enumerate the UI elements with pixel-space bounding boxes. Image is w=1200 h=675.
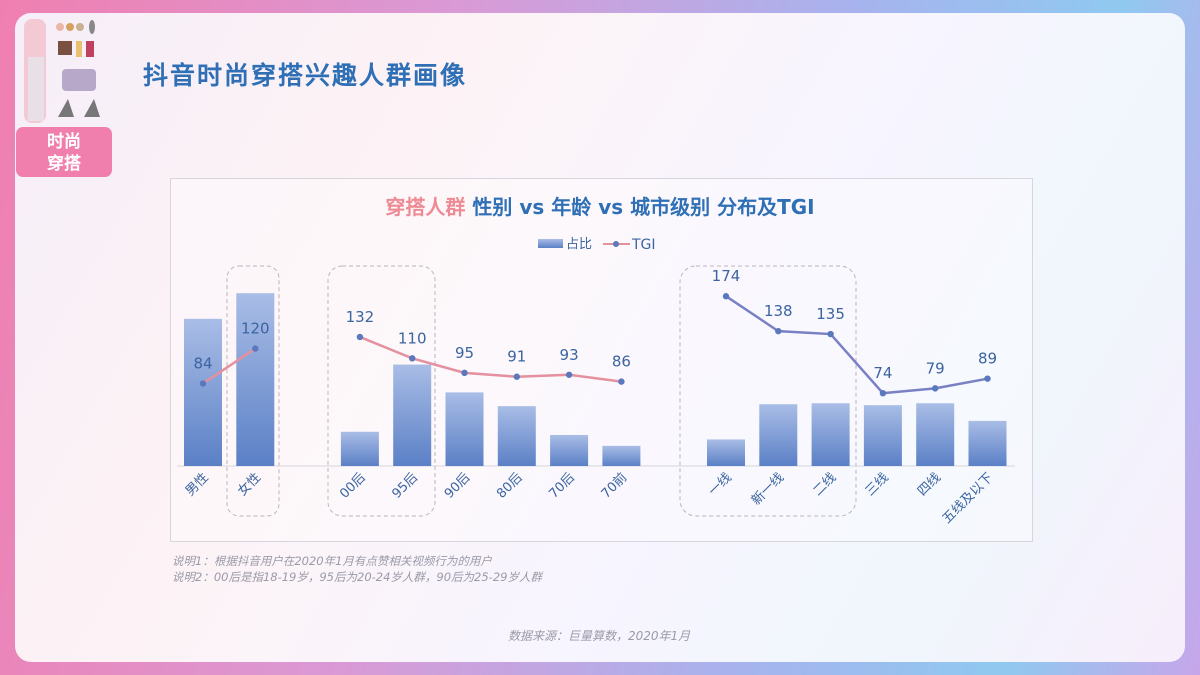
- tgi-point-70后: [565, 371, 573, 378]
- tgi-label-70前: 86: [612, 353, 631, 371]
- bar-70前: [602, 445, 641, 466]
- tgi-point-四线: [932, 385, 939, 392]
- tgi-label-90后: 95: [455, 344, 474, 362]
- x-tick-label: 70前: [598, 470, 630, 502]
- bar-新一线: [759, 404, 798, 466]
- tgi-point-90后: [461, 369, 468, 377]
- x-tick-label: 四线: [915, 470, 944, 499]
- x-tick-label: 五线及以下: [940, 470, 997, 527]
- tgi-point-男性: [199, 380, 207, 387]
- legend-line-marker: [613, 241, 619, 247]
- x-tick-label: 80后: [494, 470, 525, 501]
- tgi-label-95后: 110: [398, 329, 427, 347]
- tgi-label-女性: 120: [241, 320, 270, 338]
- x-tick-label: 男性: [183, 470, 212, 499]
- x-tick-label: 95后: [390, 470, 421, 501]
- tgi-point-一线: [722, 293, 730, 300]
- tag-line-2: 穿搭: [47, 154, 81, 174]
- tgi-point-70前: [618, 378, 625, 385]
- chart-title-rest: 性别 vs 年龄 vs 城市级别 分布及TGI: [472, 195, 815, 219]
- chart-title: 穿搭人群 性别 vs 年龄 vs 城市级别 分布及TGI: [0, 191, 1200, 220]
- x-tick-label: 二线: [810, 470, 839, 499]
- legend-bar-swatch: [538, 239, 563, 248]
- bar-男性: [184, 318, 222, 466]
- highlight-box-female: [226, 265, 280, 517]
- chart-panel: [170, 178, 1033, 542]
- tgi-label-二线: 135: [816, 305, 845, 323]
- legend: 占比 TGI: [538, 237, 656, 253]
- tgi-line-age: [359, 335, 622, 383]
- tgi-label-新一线: 138: [764, 302, 793, 320]
- tgi-label-男性: 84: [193, 355, 212, 373]
- legend-line-label: TGI: [631, 237, 656, 253]
- note-2: 说明2：00后是指18-19岁，95后为20-24岁人群，90后为25-29岁人…: [172, 570, 542, 584]
- bar-一线: [707, 439, 745, 466]
- bar-五线及以下: [968, 420, 1007, 466]
- bar-80后: [497, 406, 536, 466]
- tgi-label-一线: 174: [712, 267, 741, 285]
- bar-95后: [393, 364, 432, 466]
- bar-四线: [916, 403, 955, 466]
- bar-女性: [236, 293, 275, 466]
- tgi-label-五线及以下: 89: [978, 350, 997, 368]
- tgi-point-新一线: [775, 327, 782, 335]
- note-1: 说明1：根据抖音用户在2020年1月有点赞相关视频行为的用户: [172, 554, 492, 568]
- page-title: 抖音时尚穿搭兴趣人群画像: [143, 61, 468, 90]
- category-tag: 时尚 穿搭: [16, 127, 112, 177]
- tag-line-1: 时尚: [47, 132, 81, 152]
- tgi-label-四线: 79: [926, 359, 945, 377]
- tgi-label-三线: 74: [873, 364, 892, 382]
- x-tick-label: 新一线: [748, 470, 787, 509]
- highlight-box-top-cities: [679, 265, 857, 517]
- bar-00后: [340, 431, 379, 466]
- tgi-point-80后: [513, 373, 520, 380]
- tgi-point-五线及以下: [984, 375, 991, 382]
- tgi-point-95后: [409, 355, 416, 362]
- tgi-point-三线: [879, 390, 887, 397]
- chart-title-highlight: 穿搭人群: [385, 195, 466, 219]
- bar-三线: [863, 405, 902, 466]
- x-tick-label: 70后: [546, 470, 577, 501]
- x-tick-label: 00后: [337, 470, 368, 501]
- tgi-point-二线: [827, 330, 834, 338]
- x-tick-label: 90后: [442, 470, 473, 501]
- data-source: 数据来源：巨量算数，2020年1月: [508, 629, 691, 643]
- bar-70后: [550, 434, 589, 466]
- x-tick-label: 三线: [863, 470, 892, 499]
- tgi-line-gender: [202, 347, 256, 385]
- tgi-label-00后: 132: [346, 308, 375, 326]
- x-tick-label: 女性: [234, 470, 264, 500]
- x-tick-label: 一线: [706, 470, 735, 499]
- legend-bar-label: 占比: [566, 237, 592, 252]
- tgi-label-80后: 91: [507, 348, 526, 366]
- highlight-box-young: [327, 265, 436, 517]
- tgi-label-70后: 93: [560, 346, 579, 364]
- tgi-point-女性: [252, 345, 259, 352]
- fashion-outfit-image: [24, 19, 100, 123]
- tgi-line-city: [725, 295, 988, 395]
- bar-90后: [445, 392, 484, 466]
- bar-二线: [811, 403, 850, 466]
- tgi-point-00后: [356, 333, 364, 341]
